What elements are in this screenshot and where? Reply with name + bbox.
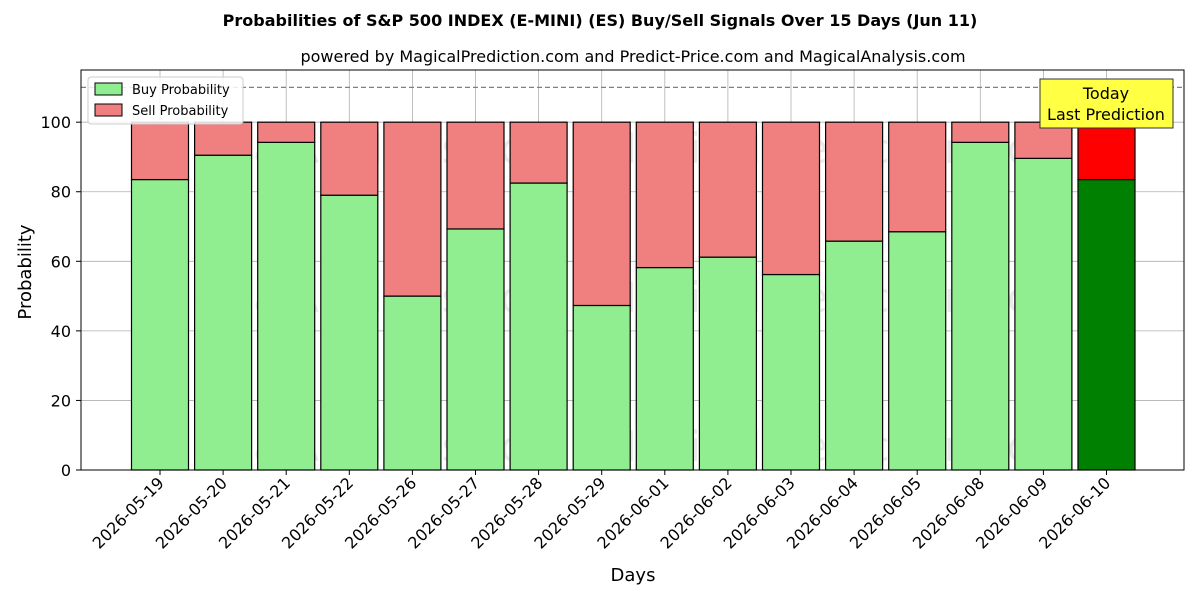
y-axis-label: Probability — [15, 224, 36, 319]
legend: Buy Probability Sell Probability — [87, 76, 244, 125]
chart-title: Probabilities of S&P 500 INDEX (E-MINI) … — [223, 11, 978, 30]
buy-bar — [1014, 157, 1073, 471]
sell-bar — [446, 121, 505, 230]
chart-subtitle: powered by MagicalPrediction.com and Pre… — [300, 47, 965, 66]
sell-bar — [1077, 121, 1136, 181]
sell-bar — [383, 121, 442, 297]
buy-bar — [509, 182, 568, 471]
buy-bar — [383, 295, 442, 471]
x-axis-label: Days — [611, 565, 656, 586]
legend-box — [87, 76, 244, 125]
y-tick-label: 60 — [51, 252, 71, 271]
buy-bar — [824, 240, 884, 471]
bars — [81, 86, 1184, 471]
sell-bar — [320, 121, 379, 196]
buy-bar — [761, 273, 821, 471]
y-tick-label: 20 — [51, 391, 71, 410]
buy-bar — [572, 304, 631, 471]
legend-label-sell: Sell Probability — [132, 104, 229, 119]
sell-bar — [257, 121, 316, 143]
sell-bar — [130, 121, 190, 181]
sell-bar — [572, 121, 631, 307]
y-tick-label: 100 — [40, 113, 71, 132]
sell-bar — [824, 121, 884, 242]
buy-bar — [130, 178, 190, 471]
plot-frame — [80, 69, 1185, 471]
buy-bar — [446, 228, 505, 471]
annotation-box — [1039, 78, 1174, 129]
legend-label-buy: Buy Probability — [132, 83, 230, 98]
buy-bar — [888, 231, 947, 471]
sell-bar — [509, 121, 568, 184]
y-tick-label: 80 — [51, 183, 71, 202]
sell-bar — [761, 121, 821, 276]
buy-bar — [194, 154, 253, 471]
annotation-line-2: Last Prediction — [1047, 105, 1165, 124]
buy-bar — [320, 194, 379, 471]
buy-bar — [698, 256, 758, 471]
sell-bar — [698, 121, 758, 258]
today-annotation: Today Last Prediction — [1039, 78, 1174, 129]
sell-bar — [888, 121, 947, 233]
buy-bar — [951, 141, 1010, 471]
y-tick-label: 0 — [61, 461, 71, 480]
buy-bar — [635, 266, 694, 471]
legend-swatch-sell — [94, 103, 123, 117]
buy-bar — [257, 141, 316, 471]
sell-bar — [635, 121, 694, 269]
sell-bar — [951, 121, 1010, 143]
y-tick-label: 40 — [51, 322, 71, 341]
annotation-line-1: Today — [1082, 84, 1129, 103]
sell-bar — [194, 121, 253, 156]
buy-bar — [1077, 178, 1136, 471]
legend-swatch-buy — [94, 82, 123, 96]
